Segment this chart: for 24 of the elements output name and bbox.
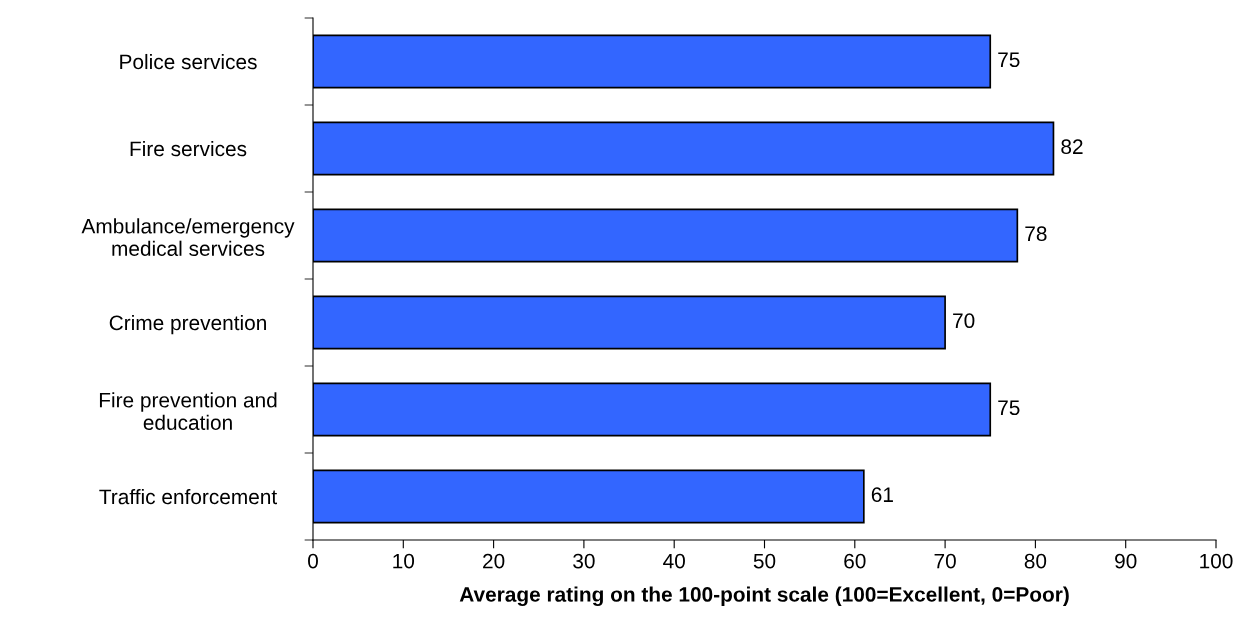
y-tick-label: Ambulance/emergency medical services	[81, 218, 295, 256]
data-label: 78	[1025, 226, 1047, 242]
y-tick-label: Fire services	[130, 140, 247, 157]
data-label: 61	[871, 487, 893, 503]
y-tick-label: Traffic enforcement	[99, 488, 278, 505]
y-tick-label: Crime prevention	[109, 314, 266, 335]
data-label: 75	[998, 52, 1020, 68]
x-tick-label: 80	[1024, 553, 1047, 569]
x-tick-label: 90	[1115, 553, 1137, 569]
y-tick-label: Fire prevention and education	[99, 392, 277, 430]
x-tick-label: 40	[663, 553, 685, 569]
x-tick-label: 50	[753, 553, 776, 569]
x-tick-label: 70	[934, 553, 956, 569]
y-tick-label: Police services	[120, 53, 257, 70]
data-label: 82	[1061, 139, 1083, 155]
data-label: 70	[953, 313, 975, 329]
x-tick-label: 0	[308, 553, 318, 569]
x-tick-label: 100	[1200, 553, 1233, 569]
x-tick-label: 20	[483, 553, 505, 569]
data-label: 75	[998, 400, 1020, 416]
x-tick-label: 30	[573, 553, 595, 569]
x-tick-label: 10	[393, 553, 415, 569]
x-tick-label: 60	[844, 553, 866, 569]
x-axis-title: Average rating on the 100-point scale (100=Excellent, 0=Poor)	[459, 586, 1069, 607]
